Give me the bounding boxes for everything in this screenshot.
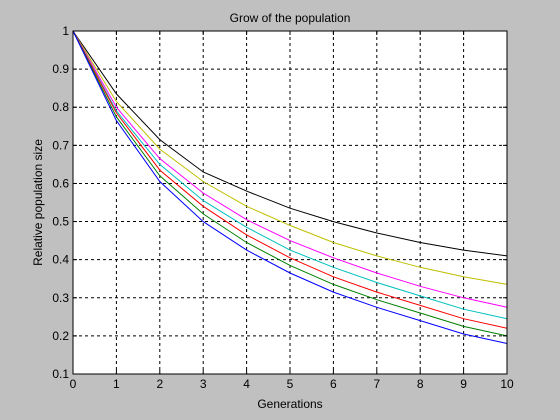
x-tick-label: 7 (373, 377, 380, 391)
x-axis-label: Generations (257, 397, 322, 411)
series-line-2 (72, 30, 508, 285)
y-tick-label: 0.8 (52, 100, 69, 114)
y-axis-label: Relative population size (31, 139, 45, 266)
series-line-1 (72, 30, 508, 257)
x-tick-label: 6 (330, 377, 337, 391)
series-lines (72, 30, 508, 344)
y-tick-label: 0.3 (52, 291, 69, 305)
axis-ticks: 0 1 2 3 4 5 6 7 8 9 10 0.1 0.2 0.3 0.4 0.5 0.6 0.7 0.8 0.9 1 (52, 24, 514, 391)
x-tick-label: 9 (460, 377, 467, 391)
x-tick-label: 10 (500, 377, 514, 391)
x-tick-label: 0 (70, 377, 77, 391)
x-tick-label: 2 (156, 377, 163, 391)
y-tick-label: 1 (62, 24, 69, 38)
x-tick-label: 4 (243, 377, 250, 391)
plot-area (72, 30, 508, 375)
y-tick-label: 0.5 (52, 215, 69, 229)
series-line-6 (72, 30, 508, 337)
y-tick-label: 0.9 (52, 62, 69, 76)
series-line-4 (72, 30, 508, 320)
y-tick-label: 0.4 (52, 253, 69, 267)
series-line-5 (72, 30, 508, 329)
x-tick-label: 5 (287, 377, 294, 391)
y-tick-label: 0.1 (52, 367, 69, 381)
y-tick-label: 0.2 (52, 329, 69, 343)
series-line-7 (72, 30, 508, 344)
y-tick-label: 0.7 (52, 138, 69, 152)
grid (73, 31, 507, 374)
chart-title: Grow of the population (230, 11, 351, 25)
plot-frame (72, 30, 508, 375)
x-tick-label: 1 (113, 377, 120, 391)
y-tick-label: 0.6 (52, 176, 69, 190)
x-tick-label: 3 (200, 377, 207, 391)
series-line-3 (72, 30, 508, 308)
x-tick-label: 8 (417, 377, 424, 391)
